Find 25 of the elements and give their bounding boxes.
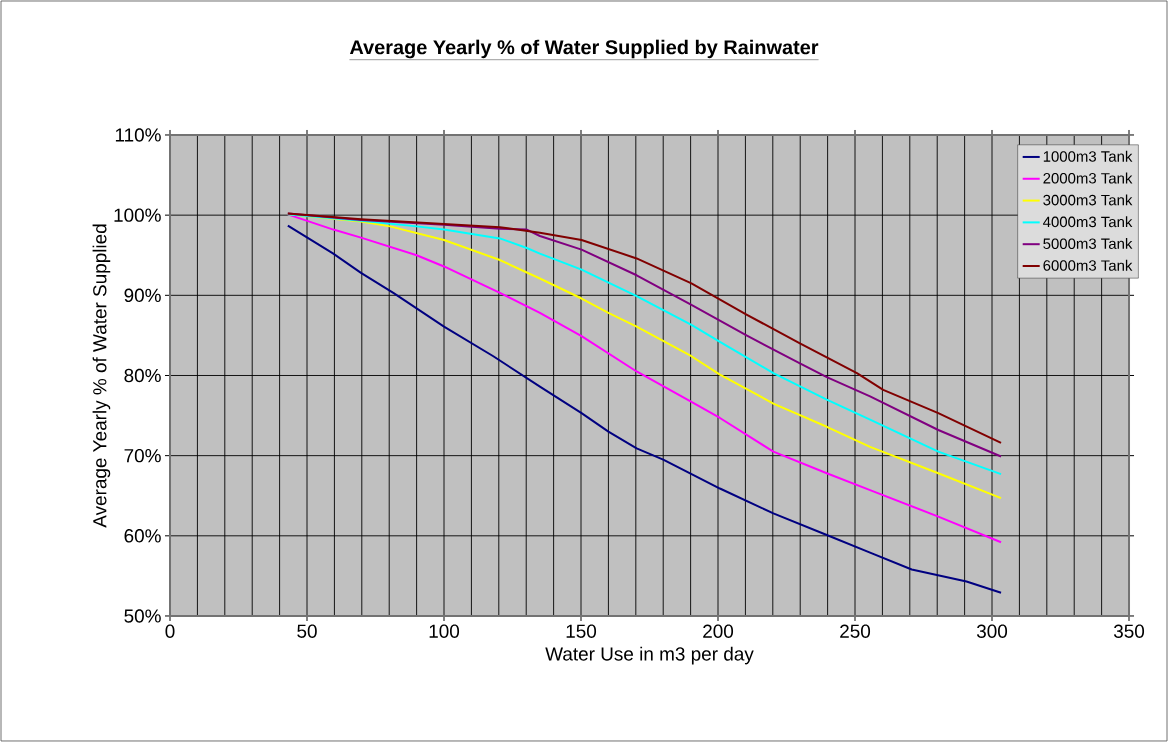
x-tick-label: 0 [165, 624, 175, 638]
y-tick-label: 100% [114, 208, 161, 222]
x-axis-title: Water Use in m3 per day [545, 646, 754, 665]
legend-label: 3000m3 Tank [1043, 194, 1133, 206]
legend-label: 6000m3 Tank [1043, 259, 1133, 271]
legend-label: 4000m3 Tank [1043, 216, 1133, 228]
x-tick-label: 100 [429, 624, 460, 638]
y-tick-label: 70% [124, 448, 161, 463]
x-tick-label: 50 [297, 624, 317, 638]
x-tick-label: 300 [976, 624, 1008, 638]
legend-label: 5000m3 Tank [1043, 238, 1133, 249]
y-tick-label: 90% [124, 288, 161, 303]
y-tick-label: 50% [124, 609, 161, 623]
line-series [286, 224, 1003, 594]
chart-title: Average Yearly % of Water Supplied by Rainwater [349, 39, 819, 59]
x-tick-label: 200 [703, 624, 734, 638]
legend-label: 1000m3 Tank [1043, 150, 1133, 162]
y-axis-title: Average Yearly % of Water Supplied [92, 224, 111, 528]
y-tick-label: 110% [115, 128, 161, 142]
y-tick-label: 60% [124, 529, 161, 543]
x-tick-label: 250 [840, 624, 871, 638]
x-tick-label: 350 [1113, 624, 1145, 638]
x-tick-label: 150 [566, 624, 597, 638]
legend-label: 2000m3 Tank [1043, 172, 1133, 184]
y-tick-label: 80% [124, 368, 161, 383]
